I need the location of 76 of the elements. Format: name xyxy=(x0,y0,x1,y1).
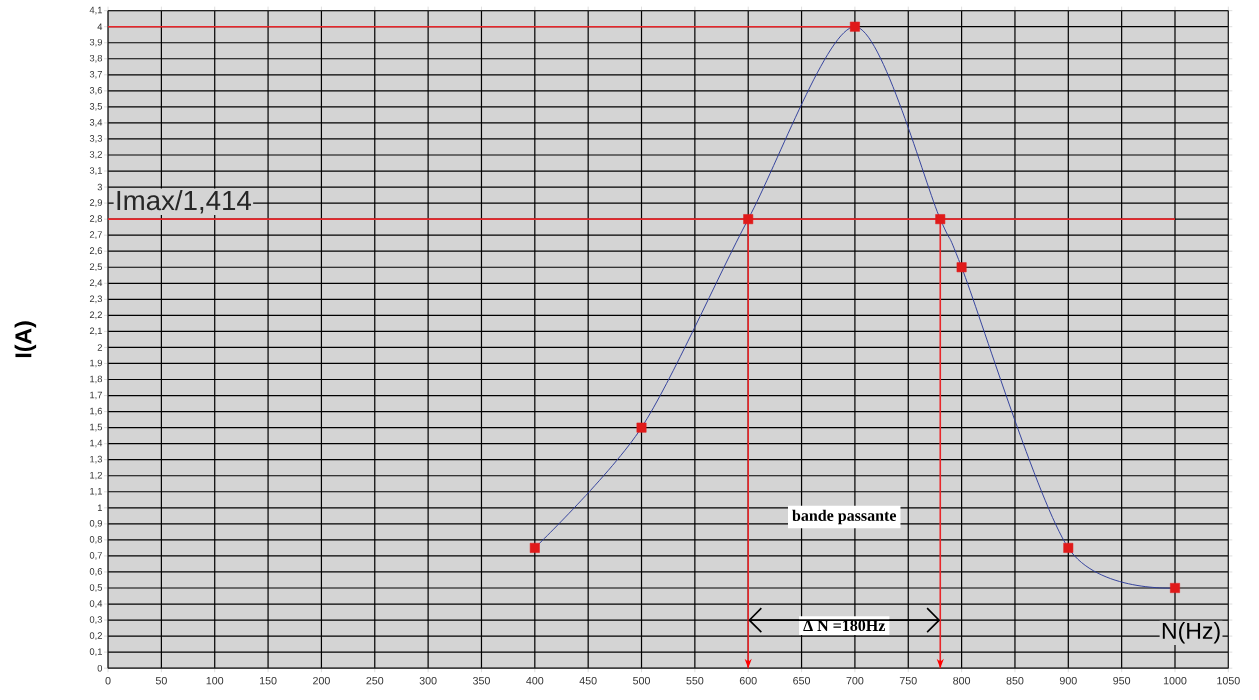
y-tick-label: 0,9 xyxy=(89,519,102,528)
point xyxy=(529,542,540,553)
x-tick-label: 1000 xyxy=(1163,676,1187,685)
x-axis-title: N(Hz) xyxy=(1162,621,1220,644)
y-tick-label: 2,8 xyxy=(89,215,103,223)
x-tick-label: 400 xyxy=(526,676,544,685)
y-tick-label: 0 xyxy=(97,664,103,672)
annotation: bande passante xyxy=(792,509,897,525)
y-tick-label: 2,7 xyxy=(89,231,102,239)
y-tick-label: 0,6 xyxy=(89,568,103,576)
y-tick-label: 1 xyxy=(97,504,102,511)
y-tick-label: 3,4 xyxy=(89,118,103,127)
y-tick-label: 0,8 xyxy=(89,535,103,544)
x-tick-label: 700 xyxy=(846,676,864,685)
y-axis-title: I(A) xyxy=(14,321,37,357)
y-tick-label: 1,2 xyxy=(90,471,102,480)
point xyxy=(849,21,860,32)
y-tick-label: 1,8 xyxy=(90,375,103,384)
x-tick-label: 200 xyxy=(313,676,330,685)
y-tick-label: 1,4 xyxy=(90,439,103,448)
y-tick-label: 2,4 xyxy=(89,279,103,288)
y-tick-label: 0,7 xyxy=(89,551,102,560)
x-tick-label: 50 xyxy=(155,676,167,685)
y-tick-label: 4 xyxy=(97,23,103,30)
x-tick-label: 150 xyxy=(259,676,277,685)
y-tick-label: 3,5 xyxy=(89,102,103,111)
x-tick-label: 900 xyxy=(1059,676,1077,685)
x-tick-label: 450 xyxy=(579,676,597,685)
x-tick-label: 500 xyxy=(633,676,650,685)
x-tick-label: 850 xyxy=(1006,676,1024,685)
y-tick-label: 3,3 xyxy=(89,135,103,143)
x-tick-label: 950 xyxy=(1113,676,1131,685)
y-tick-label: 3,2 xyxy=(89,151,102,159)
point xyxy=(636,422,647,433)
y-tick-label: 3,6 xyxy=(89,86,103,95)
y-tick-label: 0,1 xyxy=(89,648,102,656)
x-tick-label: 750 xyxy=(899,676,917,685)
point xyxy=(956,262,967,273)
y-tick-label: 1,7 xyxy=(90,391,102,400)
x-tick-label: 600 xyxy=(739,676,757,685)
y-tick-label: 1,5 xyxy=(90,423,103,432)
y-tick-label: 2,6 xyxy=(89,247,103,255)
x-tick-label: 550 xyxy=(686,676,704,685)
y-tick-label: 3,9 xyxy=(89,38,102,47)
y-tick-label: 1,3 xyxy=(90,455,103,464)
y-tick-label: 2,5 xyxy=(89,263,103,272)
y-tick-label: 3 xyxy=(97,183,103,191)
y-tick-label: 1,9 xyxy=(90,359,102,368)
x-tick-label: 0 xyxy=(105,676,111,685)
y-tick-label: 0,4 xyxy=(89,600,103,608)
x-tick-label: 300 xyxy=(419,676,437,685)
y-tick-label: 2,3 xyxy=(89,295,103,304)
point xyxy=(935,214,946,224)
y-tick-label: 1,1 xyxy=(90,487,102,496)
y-tick-label: 0,3 xyxy=(89,616,103,624)
x-tick-label: 1050 xyxy=(1217,676,1240,685)
point xyxy=(743,214,754,224)
y-tick-label: 3,7 xyxy=(89,70,102,79)
y-tick-label: 1,6 xyxy=(90,407,103,416)
x-tick-label: 350 xyxy=(472,676,490,685)
y-tick-label: 2,9 xyxy=(89,199,102,207)
y-tick-label: 3,1 xyxy=(89,167,102,175)
y-tick-label: 2,1 xyxy=(89,327,102,336)
x-tick-label: 800 xyxy=(953,676,971,685)
y-tick-label: 4,1 xyxy=(89,6,102,15)
y-tick-label: 2 xyxy=(97,344,102,351)
y-tick-label: 0,2 xyxy=(89,632,102,640)
x-tick-label: 250 xyxy=(366,676,384,685)
x-tick-label: 650 xyxy=(793,676,811,685)
y-tick-label: 0,5 xyxy=(89,584,103,592)
point xyxy=(1063,542,1074,553)
ref-line-label: Imax/1,414 xyxy=(117,189,251,214)
x-tick-label: 100 xyxy=(206,676,224,685)
point xyxy=(1170,582,1180,593)
y-tick-label: 3,8 xyxy=(89,54,103,63)
y-tick-label: 2,2 xyxy=(89,311,102,320)
